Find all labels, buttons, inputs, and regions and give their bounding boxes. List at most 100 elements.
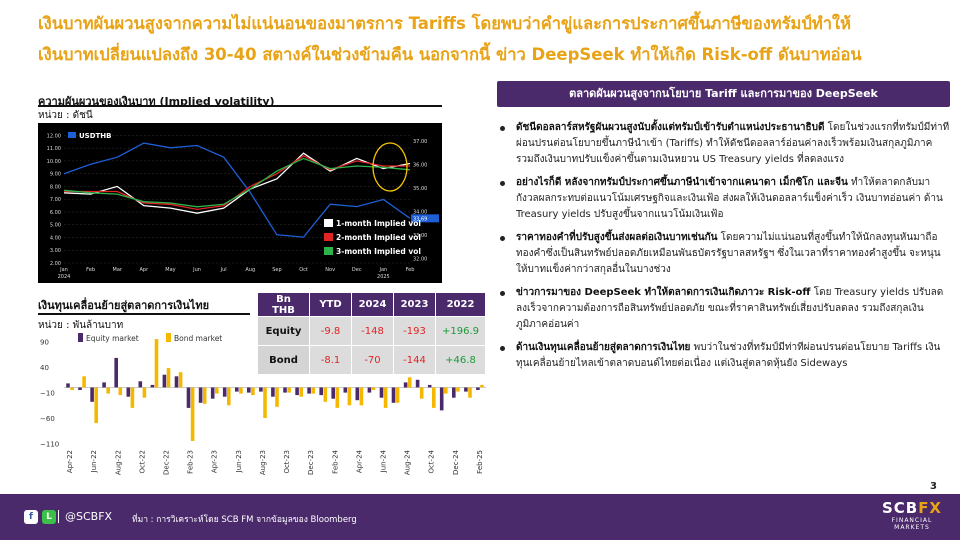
y-tick-label: −60: [40, 415, 55, 423]
y-tick-label: 5.00: [50, 223, 61, 229]
table-row: Bond -8.1 -70 -144 +46.8: [257, 345, 487, 375]
bar: [456, 387, 460, 392]
y-tick-label: −110: [40, 440, 59, 448]
bullet-icon: [500, 291, 505, 296]
list-item: ข่าวการมาของ DeepSeek ทำให้ตลาดการเงินเก…: [500, 285, 950, 333]
table-header-row: Bn THB YTD 2024 2023 2022: [257, 292, 487, 317]
bar: [367, 387, 372, 393]
series-line: [64, 155, 410, 211]
bar: [259, 387, 263, 392]
bar: [415, 379, 420, 388]
x-tick-label: Feb-24: [331, 449, 339, 473]
x-tick-label: Jan: [379, 267, 388, 273]
bar: [78, 387, 82, 390]
y-tick-label: 6.00: [50, 210, 61, 216]
table-header: YTD: [309, 292, 352, 317]
table-cell: -193: [393, 316, 436, 346]
x-tick-label: Dec-22: [163, 450, 171, 475]
y-tick-label: 7.00: [50, 197, 61, 203]
bullet-text: ทำให้ตลาดกลับมากังวลผลกระทบต่อแนวโน้มเศร…: [516, 177, 943, 220]
bar: [287, 387, 291, 393]
bullet-icon: [500, 181, 505, 186]
bar: [162, 374, 167, 388]
y-tick-label: 12.00: [47, 133, 61, 139]
bar: [403, 382, 408, 388]
y-right-tick-label: 34.00: [413, 209, 427, 215]
bar: [371, 387, 376, 390]
bar: [186, 387, 191, 408]
bar: [166, 368, 171, 388]
legend-label: USDTHB: [79, 132, 112, 140]
x-tick-label: Jun-22: [90, 450, 98, 473]
bar: [70, 387, 74, 390]
bar: [311, 387, 315, 394]
series-line: [63, 142, 411, 238]
bar: [439, 387, 444, 411]
headline-line-2: เงินบาทเปลี่ยนแปลงถึง 30-40 สตางค์ในช่วง…: [38, 45, 862, 64]
x-tick-label: Oct-22: [138, 450, 146, 474]
bar: [476, 387, 480, 390]
bar: [174, 376, 179, 388]
x-tick-label: Oct-23: [283, 450, 291, 474]
bar: [198, 387, 203, 403]
bar: [222, 387, 227, 397]
table-cell: -8.1: [309, 345, 352, 375]
bar: [102, 382, 106, 388]
x-tick-label: Aug-22: [114, 450, 122, 475]
legend-swatch: [166, 333, 171, 342]
table-row-label: Bond: [257, 345, 310, 375]
bar: [427, 384, 432, 388]
panel-title: ตลาดผันผวนสูงจากนโยบาย Tariff และการมาขอ…: [497, 81, 950, 107]
bullet-lead: ข่าวการมาของ DeepSeek ทำให้ตลาดการเงินเก…: [516, 287, 811, 298]
bar: [126, 387, 131, 397]
table-cell: +46.8: [434, 345, 487, 375]
bar: [275, 387, 279, 407]
headline-line-1: เงินบาทผันผวนสูงจากความไม่แน่นอนของมาตรก…: [38, 14, 851, 33]
bar: [90, 387, 94, 402]
y-tick-label: 40: [40, 364, 49, 372]
x-tick-label: Feb-23: [187, 450, 195, 474]
last-value-label: 33.69: [413, 216, 427, 222]
list-item: ดัชนีดอลลาร์สหรัฐผันผวนสูงนับตั้งแต่ทรัม…: [500, 120, 950, 168]
bar: [444, 387, 448, 394]
bar: [178, 372, 183, 388]
bar: [407, 377, 412, 388]
bullet-lead: ด้านเงินทุนเคลื่อนย้ายสู่ตลาดการเงินไทย: [516, 342, 691, 353]
table-cell: -9.8: [309, 316, 352, 346]
y-tick-label: 4.00: [50, 235, 61, 241]
x-tick-label: Apr: [140, 267, 150, 273]
x-year-label: 2025: [377, 274, 390, 280]
table-cell: -144: [393, 345, 436, 375]
list-item: อย่างไรก็ดี หลังจากทรัมป์ประกาศขึ้นภาษีน…: [500, 175, 950, 223]
legend-label: 1-month Implied vol: [336, 219, 421, 228]
social-handle[interactable]: @SCBFX: [58, 510, 112, 523]
table-header: 2023: [393, 292, 436, 317]
x-tick-label: Aug-23: [259, 450, 267, 475]
x-tick-label: Aug-24: [404, 449, 412, 475]
y-right-tick-label: 36.00: [413, 162, 427, 168]
x-tick-label: Feb: [406, 267, 415, 273]
bar: [114, 357, 118, 388]
bar: [452, 387, 456, 398]
facebook-icon[interactable]: f: [24, 510, 38, 524]
bullet-lead: ดัชนีดอลลาร์สหรัฐผันผวนสูงนับตั้งแต่ทรัม…: [516, 122, 825, 133]
bar: [383, 387, 388, 408]
bar: [154, 339, 159, 388]
line-icon[interactable]: L: [42, 510, 56, 524]
bar: [468, 387, 472, 398]
legend-label: Equity market: [86, 334, 139, 343]
bar: [419, 387, 424, 399]
bullet-icon: [500, 126, 505, 131]
bar: [138, 381, 143, 388]
y-tick-label: 10.00: [47, 159, 61, 165]
table-cell: +196.9: [434, 316, 487, 346]
bar: [239, 387, 243, 394]
bar: [464, 387, 468, 392]
x-tick-label: Nov: [325, 267, 335, 273]
bar: [118, 387, 123, 396]
legend-swatch: [78, 333, 83, 342]
bullet-icon: [500, 236, 505, 241]
x-tick-label: Mar: [113, 267, 123, 273]
list-item: ด้านเงินทุนเคลื่อนย้ายสู่ตลาดการเงินไทย …: [500, 340, 950, 372]
y-tick-label: 3.00: [50, 248, 61, 254]
